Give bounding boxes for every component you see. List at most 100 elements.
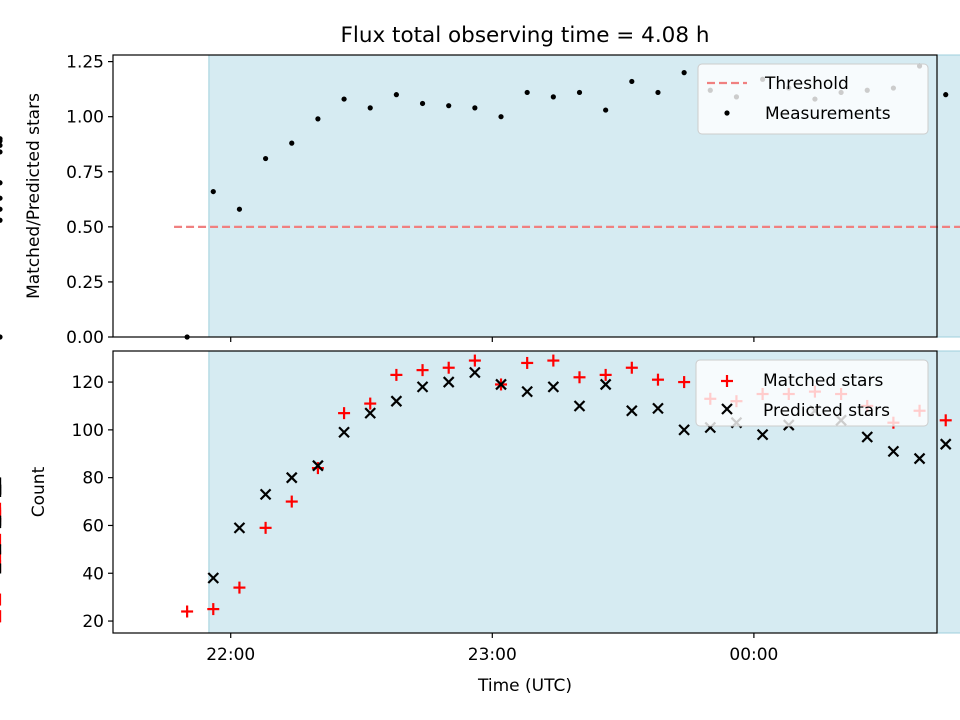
chart-title: Flux total observing time = 4.08 h: [341, 23, 710, 48]
predicted-point: [652, 402, 664, 415]
top-axes-frame: [112, 54, 938, 338]
matched-point: [285, 495, 298, 508]
measurement-point: [367, 105, 373, 111]
matched-point: [547, 354, 560, 367]
y-tick-label: 80: [82, 469, 104, 489]
x-tick-label: 00:00: [729, 645, 778, 665]
measurement-point: [681, 70, 687, 76]
y-tick-label: 20: [82, 612, 104, 632]
top-panel: 0.00 0.25 0.50 0.75 1.00 1.25 Matched/Predict…: [0, 53, 960, 348]
legend-matched-swatch: [721, 375, 733, 387]
measurement-point: [550, 94, 556, 100]
matched-point: [364, 397, 377, 410]
measurement-point: [472, 105, 478, 111]
matched-point: [311, 462, 324, 475]
matched-point: [521, 356, 534, 369]
measurement-point: [315, 116, 321, 122]
x-axis-label: Time (UTC): [477, 676, 572, 696]
matched-point: [416, 364, 429, 377]
x-tick-label: 22:00: [206, 645, 255, 665]
measurement-point: [0, 138, 3, 144]
y-tick-label: 120: [72, 373, 104, 393]
legend-measurements-label: Measurements: [765, 104, 891, 124]
top-legend-box: [697, 63, 929, 135]
predicted-point: [887, 445, 900, 458]
predicted-point: [285, 471, 298, 484]
y-tick-label: 0.25: [66, 273, 104, 293]
measurement-point: [0, 149, 3, 155]
predicted-point: [861, 431, 874, 443]
y-tick-label: 0.50: [66, 218, 104, 238]
predicted-point: [599, 378, 612, 391]
matched-point: [625, 361, 638, 374]
y-tick-label: 40: [82, 564, 104, 584]
predicted-point: [364, 407, 377, 419]
matched-point: [599, 368, 612, 381]
predicted-point: [207, 572, 220, 584]
predicted-point: [312, 459, 324, 472]
measurement-point: [236, 206, 243, 212]
matched-point: [678, 376, 691, 389]
y-tick-label: 100: [72, 421, 104, 441]
measurement-point: [576, 89, 583, 96]
predicted-point: [259, 488, 272, 501]
measurement-point: [393, 92, 399, 98]
matched-point: [651, 373, 664, 386]
legend-threshold-label: Threshold: [764, 74, 849, 94]
predicted-point: [521, 385, 533, 398]
measurement-point: [0, 195, 3, 201]
matched-point: [338, 407, 351, 420]
legend-predicted-label: Predicted stars: [763, 401, 890, 421]
measurement-point: [446, 103, 452, 109]
matched-point: [181, 605, 194, 618]
predicted-point: [913, 452, 926, 465]
measurement-point: [0, 334, 3, 340]
measurement-point: [210, 188, 216, 195]
bottom-legend-box: [695, 359, 929, 427]
measurement-point: [0, 206, 3, 212]
predicted-point: [442, 376, 455, 388]
measurement-point: [341, 96, 347, 102]
predicted-point: [573, 400, 586, 412]
x-tick-label: 23:00: [468, 645, 517, 665]
measurement-point: [0, 180, 3, 186]
predicted-point: [469, 366, 481, 379]
predicted-point: [756, 428, 769, 441]
predicted-point: [547, 381, 560, 393]
matched-point: [442, 361, 455, 374]
measurement-point: [262, 155, 269, 162]
bottom-legend: Matched stars Predicted stars: [695, 359, 929, 427]
bottom-y-axis-label: Count: [29, 466, 49, 517]
legend-measurements-swatch: [724, 110, 730, 116]
matched-point: [390, 368, 403, 381]
matched-point: [939, 414, 952, 427]
top-legend: Threshold Measurements: [697, 63, 929, 135]
measurement-point: [629, 78, 635, 85]
matched-point: [259, 521, 272, 534]
measurement-point: [0, 217, 3, 223]
measurement-point: [603, 107, 609, 113]
measurement-point: [943, 92, 949, 98]
predicted-point: [626, 404, 638, 417]
bottom-axes-frame: [112, 350, 938, 634]
measurement-point: [289, 140, 295, 146]
top-y-ticks: 0.00 0.25 0.50 0.75 1.00 1.25: [66, 53, 113, 348]
top-x-ticks: [230, 337, 755, 342]
top-y-axis-label: Matched/Predicted stars: [24, 93, 44, 299]
measurement-point: [524, 89, 530, 96]
y-tick-label: 0.75: [66, 163, 104, 183]
y-tick-label: 1.25: [66, 53, 104, 73]
predicted-point: [939, 438, 952, 450]
measurement-point: [419, 100, 426, 107]
predicted-point: [233, 522, 246, 534]
measurement-point: [0, 142, 3, 148]
matched-point: [233, 581, 246, 594]
matched-point: [207, 603, 220, 616]
measurement-point: [655, 89, 661, 96]
predicted-point: [338, 426, 350, 439]
matched-point: [468, 354, 481, 367]
measurement-point: [498, 114, 504, 120]
